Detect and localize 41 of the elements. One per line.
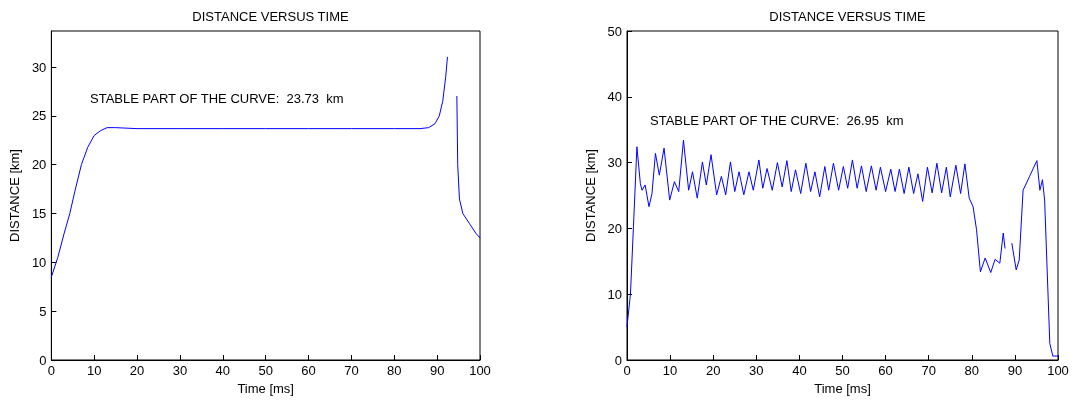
x-tick-label: 60 — [301, 363, 316, 378]
y-tick-label: 20 — [607, 220, 622, 236]
chart-title: DISTANCE VERSUS TIME — [192, 9, 349, 24]
y-tick-label: 30 — [31, 59, 47, 75]
x-tick-label: 50 — [258, 363, 273, 378]
x-tick-label: 90 — [1007, 363, 1023, 378]
x-tick-label: 80 — [964, 363, 980, 378]
y-tick-label: 40 — [607, 89, 622, 105]
x-tick-label: 30 — [172, 363, 188, 378]
y-tick-label: 20 — [31, 157, 47, 173]
y-tick-label: 25 — [31, 108, 47, 124]
y-tick-label: 0 — [614, 352, 622, 368]
x-axis-title: Time [ms] — [237, 380, 294, 396]
chart-title: DISTANCE VERSUS TIME — [769, 9, 926, 24]
x-tick-label: 80 — [387, 363, 402, 378]
y-tick-label: 5 — [39, 303, 47, 319]
annotation: STABLE PART OF THE CURVE: 26.95 km — [650, 113, 904, 128]
y-tick-label: 10 — [31, 254, 47, 270]
x-tick-label: 50 — [835, 363, 850, 378]
x-tick-label: 10 — [662, 363, 678, 378]
y-tick-label: 30 — [607, 155, 622, 171]
y-tick-label: 50 — [607, 23, 622, 39]
x-tick-label: 30 — [749, 363, 764, 378]
y-tick-label: 15 — [31, 206, 47, 222]
x-tick-label: 100 — [1047, 363, 1069, 378]
x-tick-label: 70 — [921, 363, 936, 378]
x-tick-label: 10 — [86, 363, 102, 378]
x-tick-label: 20 — [705, 363, 721, 378]
x-tick-label: 40 — [792, 363, 807, 378]
y-tick-label: 0 — [39, 352, 47, 368]
x-tick-label: 60 — [878, 363, 893, 378]
x-tick-label: 100 — [469, 363, 491, 378]
x-axis-title: Time [ms] — [814, 380, 871, 396]
x-tick-label: 40 — [215, 363, 231, 378]
y-axis-title: DISTANCE [km] — [582, 149, 598, 242]
y-axis-title: DISTANCE [km] — [7, 149, 22, 242]
x-tick-label: 20 — [129, 363, 145, 378]
x-tick-label: 70 — [344, 363, 359, 378]
y-tick-label: 10 — [607, 286, 622, 302]
annotation: STABLE PART OF THE CURVE: 23.73 km — [90, 91, 344, 106]
x-tick-label: 90 — [429, 363, 445, 378]
